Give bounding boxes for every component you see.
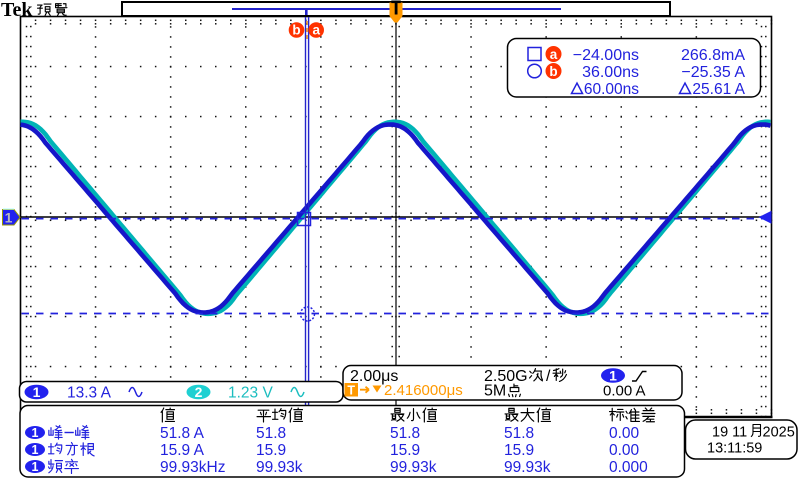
svg-text:2.00μs: 2.00μs: [350, 368, 398, 385]
svg-text:2025: 2025: [763, 425, 795, 441]
svg-text:/: /: [546, 368, 551, 385]
svg-text:99.93k: 99.93k: [390, 459, 437, 476]
svg-text:b: b: [292, 23, 300, 38]
svg-text:1: 1: [33, 384, 41, 400]
svg-text:2.50G: 2.50G: [484, 368, 528, 385]
svg-text:266.8mA: 266.8mA: [681, 47, 745, 64]
svg-text:1: 1: [32, 460, 39, 474]
svg-text:15.9: 15.9: [504, 442, 534, 459]
svg-text:1: 1: [5, 210, 13, 226]
svg-text:99.93k: 99.93k: [256, 459, 303, 476]
svg-text:19 11: 19 11: [712, 425, 747, 441]
svg-text:b: b: [549, 64, 557, 79]
svg-text:25.61 A: 25.61 A: [692, 81, 745, 98]
svg-text:5M: 5M: [484, 383, 506, 400]
svg-text:a: a: [550, 47, 558, 62]
svg-text:15.9 A: 15.9 A: [160, 442, 205, 459]
svg-text:99.93k: 99.93k: [504, 459, 551, 476]
svg-text:15.9: 15.9: [256, 442, 286, 459]
svg-text:99.93kHz: 99.93kHz: [160, 459, 225, 476]
svg-text:0.000: 0.000: [609, 459, 648, 476]
svg-text:Tek: Tek: [1, 0, 33, 21]
svg-text:13.3 A: 13.3 A: [67, 385, 112, 402]
svg-text:1.23 V: 1.23 V: [228, 385, 273, 402]
svg-text:2: 2: [195, 384, 203, 400]
svg-text:51.8 A: 51.8 A: [160, 425, 205, 442]
svg-text:36.00ns: 36.00ns: [582, 64, 639, 81]
svg-text:a: a: [312, 23, 320, 38]
svg-text:0.00: 0.00: [609, 425, 640, 442]
svg-text:1: 1: [609, 368, 617, 384]
svg-text:51.8: 51.8: [256, 425, 286, 442]
svg-text:60.00ns: 60.00ns: [584, 81, 639, 98]
svg-text:0.00 A: 0.00 A: [603, 383, 646, 400]
svg-text:T: T: [347, 383, 355, 397]
svg-text:2.416000μs: 2.416000μs: [384, 382, 463, 399]
svg-text:−24.00ns: −24.00ns: [573, 47, 639, 64]
svg-text:51.8: 51.8: [504, 425, 534, 442]
svg-text:−25.35 A: −25.35 A: [681, 64, 745, 81]
svg-text:15.9: 15.9: [390, 442, 420, 459]
svg-text:0.00: 0.00: [609, 442, 640, 459]
svg-text:51.8: 51.8: [390, 425, 420, 442]
svg-text:1: 1: [32, 443, 39, 457]
svg-text:13:11:59: 13:11:59: [707, 441, 762, 457]
svg-text:1: 1: [32, 426, 39, 440]
